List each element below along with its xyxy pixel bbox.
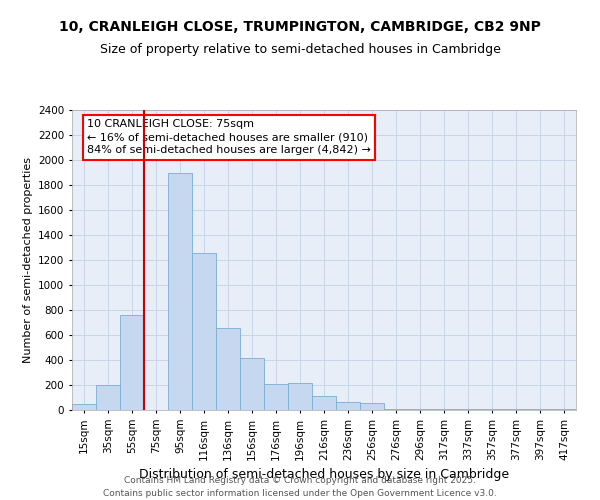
Bar [360,402,384,410]
Bar [216,328,240,410]
Bar [240,358,264,410]
Text: Size of property relative to semi-detached houses in Cambridge: Size of property relative to semi-detach… [100,42,500,56]
Bar [192,252,216,410]
Text: 10 CRANLEIGH CLOSE: 75sqm
← 16% of semi-detached houses are smaller (910)
84% of: 10 CRANLEIGH CLOSE: 75sqm ← 16% of semi-… [87,119,371,156]
Bar [432,409,456,410]
Text: 10, CRANLEIGH CLOSE, TRUMPINGTON, CAMBRIDGE, CB2 9NP: 10, CRANLEIGH CLOSE, TRUMPINGTON, CAMBRI… [59,20,541,34]
Bar [456,409,480,410]
Bar [288,383,312,410]
Y-axis label: Number of semi-detached properties: Number of semi-detached properties [23,157,32,363]
Bar [408,409,432,410]
Bar [96,385,120,410]
Bar [264,384,288,410]
Bar [120,315,144,410]
Bar [312,396,336,410]
Bar [336,402,360,410]
Text: Contains HM Land Registry data © Crown copyright and database right 2025.
Contai: Contains HM Land Registry data © Crown c… [103,476,497,498]
Bar [168,172,192,410]
Bar [384,409,408,410]
Bar [72,404,96,410]
X-axis label: Distribution of semi-detached houses by size in Cambridge: Distribution of semi-detached houses by … [139,468,509,481]
